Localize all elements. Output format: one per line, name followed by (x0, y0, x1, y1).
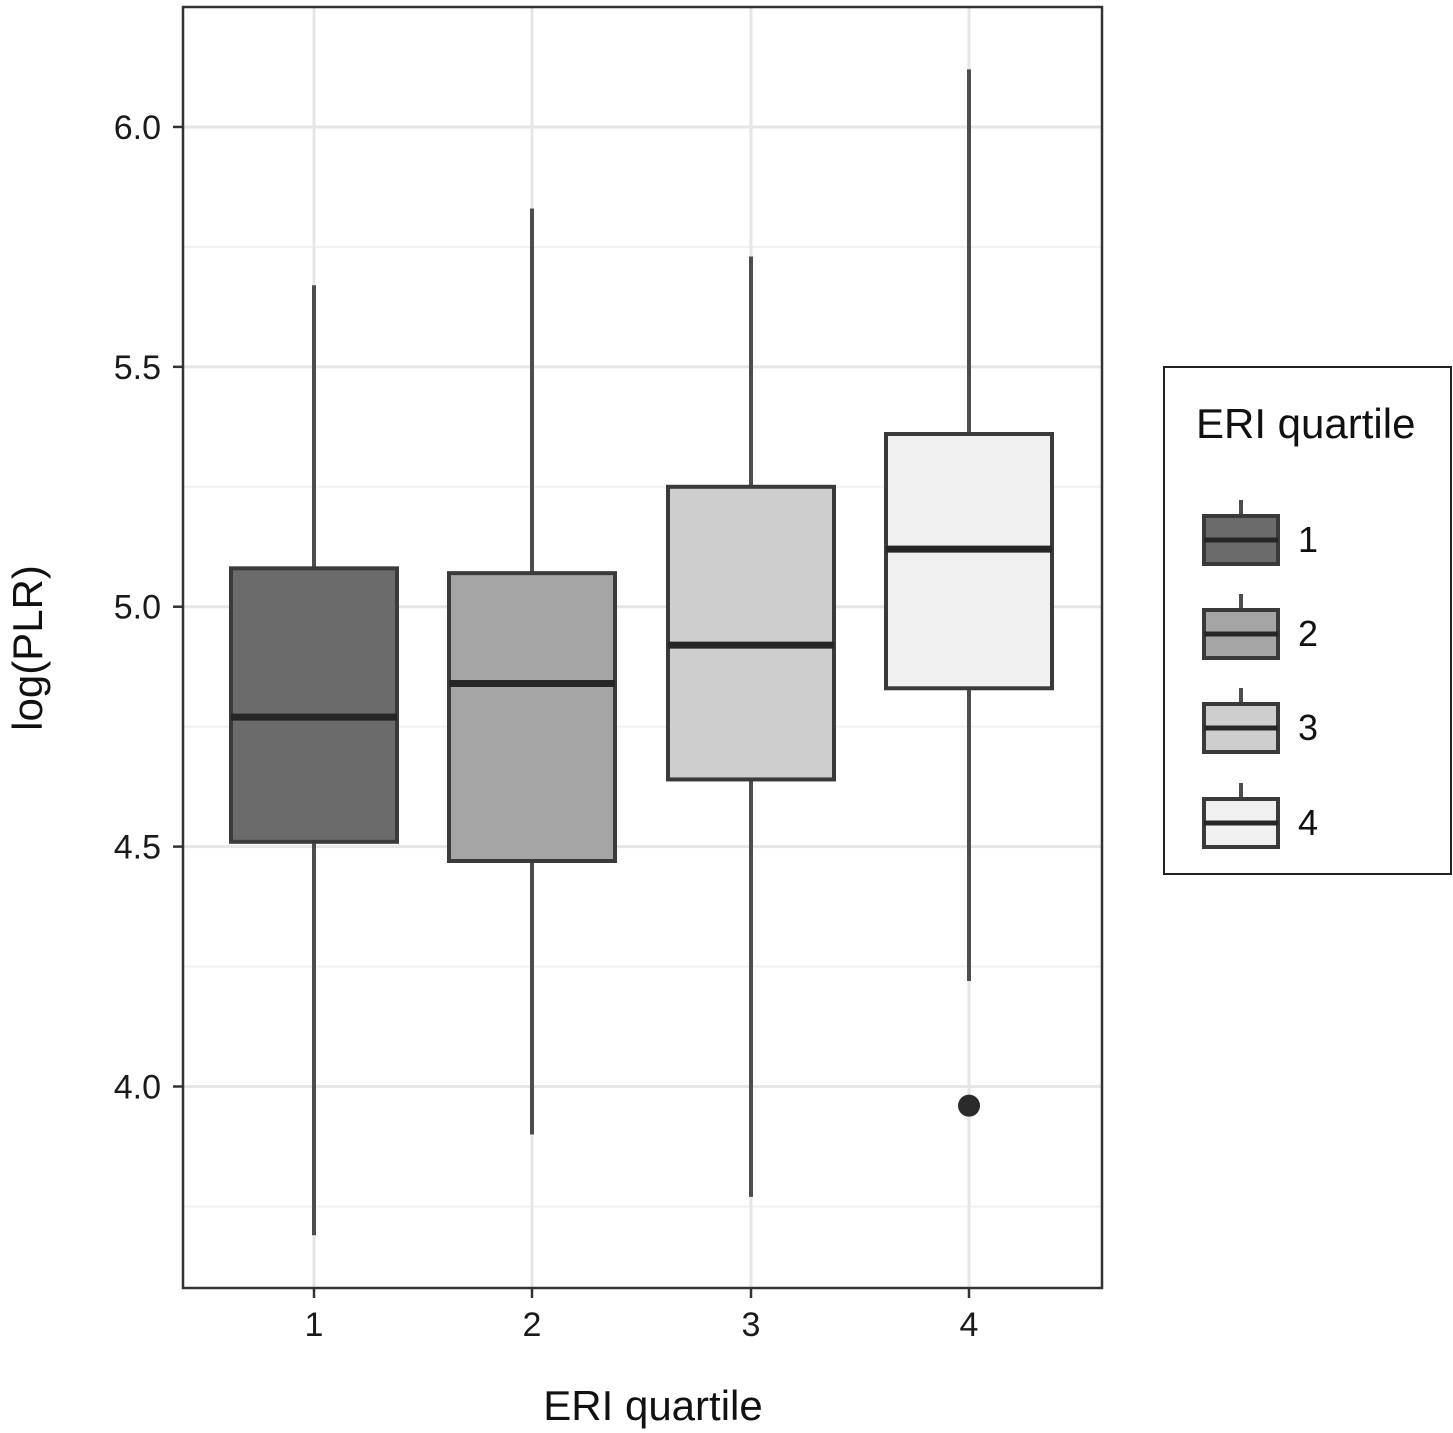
legend-key-3: 3 (1202, 688, 1318, 754)
iqr-box (229, 566, 399, 844)
x-axis-ticks: 1 2 3 4 (305, 1288, 979, 1344)
legend-key-1: 1 (1202, 500, 1318, 566)
legend-keys: 1 2 3 4 (1202, 500, 1318, 849)
legend-label: 1 (1298, 519, 1318, 560)
iqr-box (666, 484, 836, 782)
plot-panel-border (181, 5, 1104, 1290)
legend-title: ERI quartile (1196, 400, 1415, 447)
iqr-box (447, 571, 617, 863)
x-tick-label: 3 (742, 1306, 761, 1344)
iqr-box (884, 432, 1054, 691)
legend-key-4: 4 (1202, 783, 1318, 849)
box-3 (666, 256, 836, 1197)
box-2 (447, 208, 617, 1135)
box-1 (229, 285, 399, 1236)
y-axis-ticks: 4.0 4.5 5.0 5.5 6.0 (114, 109, 183, 1106)
y-tick-label: 5.5 (114, 349, 161, 387)
boxes (229, 69, 1054, 1236)
y-tick-label: 4.0 (114, 1068, 161, 1106)
outlier-point (958, 1094, 980, 1117)
legend-key-2: 2 (1202, 594, 1318, 660)
y-tick-label: 4.5 (114, 829, 161, 867)
box-4 (884, 69, 1054, 1117)
legend: ERI quartile 1 2 3 4 (1163, 366, 1452, 875)
legend-label: 4 (1298, 802, 1318, 843)
x-tick-label: 4 (960, 1306, 979, 1344)
y-tick-label: 6.0 (114, 109, 161, 147)
x-tick-label: 1 (305, 1306, 324, 1344)
y-tick-label: 5.0 (114, 589, 161, 627)
y-axis-title: log(PLR) (4, 565, 51, 731)
x-axis-title: ERI quartile (543, 1382, 762, 1429)
legend-label: 3 (1298, 707, 1318, 748)
x-tick-label: 2 (523, 1306, 542, 1344)
legend-label: 2 (1298, 613, 1318, 654)
